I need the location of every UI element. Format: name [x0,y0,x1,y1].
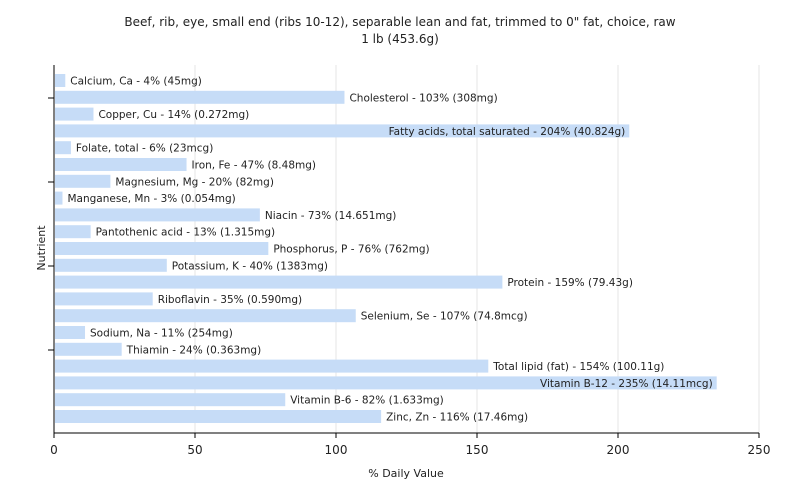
y-axis-title: Nutrient [35,225,48,271]
bar-4 [55,141,71,155]
bar-13 [55,292,153,306]
bar-label-1: Cholesterol - 103% (308mg) [349,92,497,104]
bar-3 [55,124,630,138]
bars [55,74,717,423]
bar-label-19: Vitamin B-6 - 82% (1.633mg) [290,395,444,407]
chart-title: Beef, rib, eye, small end (ribs 10-12), … [124,15,676,29]
bar-1 [55,90,345,104]
bar-6 [55,174,111,188]
bar-20 [55,410,382,423]
bar-18 [55,376,717,390]
x-tick-label-1: 50 [187,443,202,457]
bar-12 [55,275,503,289]
chart-subtitle: 1 lb (453.6g) [361,32,439,46]
bar-label-18: Vitamin B-12 - 235% (14.11mcg) [540,378,713,390]
bar-0 [55,74,66,87]
bar-label-12: Protein - 159% (79.43g) [507,277,633,289]
bar-label-14: Selenium, Se - 107% (74.8mcg) [361,311,528,323]
bar-label-3: Fatty acids, total saturated - 204% (40.… [389,126,626,138]
bar-7 [55,191,63,205]
bar-label-2: Copper, Cu - 14% (0.272mg) [98,109,249,121]
bar-14 [55,309,356,323]
bar-label-15: Sodium, Na - 11% (254mg) [90,328,233,340]
x-tick-label-4: 200 [607,443,630,457]
x-tick-label-2: 100 [325,443,348,457]
bar-2 [55,107,94,121]
bar-8 [55,208,260,222]
bar-label-20: Zinc, Zn - 116% (17.46mg) [386,412,528,424]
bar-9 [55,225,91,239]
bar-15 [55,326,86,339]
bar-16 [55,342,122,356]
bar-label-11: Potassium, K - 40% (1383mg) [172,260,328,272]
bar-label-17: Total lipid (fat) - 154% (100.11g) [492,361,664,373]
x-tick-label-0: 0 [50,443,58,457]
bar-label-0: Calcium, Ca - 4% (45mg) [70,76,202,88]
bar-5 [55,158,187,171]
bar-10 [55,242,269,255]
axes: 0 50 100 150 200 250 [48,65,770,457]
bar-label-9: Pantothenic acid - 13% (1.315mg) [96,227,275,239]
bar-label-7: Manganese, Mn - 3% (0.054mg) [67,193,235,205]
bar-label-10: Phosphorus, P - 76% (762mg) [273,244,429,256]
bar-label-6: Magnesium, Mg - 20% (82mg) [115,176,274,188]
bar-label-8: Niacin - 73% (14.651mg) [265,210,397,222]
bar-11 [55,258,167,272]
x-tick-label-5: 250 [748,443,771,457]
bar-labels: Calcium, Ca - 4% (45mg) Cholesterol - 103… [67,76,712,424]
bar-17 [55,359,489,373]
x-axis-title: % Daily Value [368,467,444,480]
bar-19 [55,393,286,407]
x-tick-label-3: 150 [466,443,489,457]
bar-label-4: Folate, total - 6% (23mcg) [76,143,213,155]
bar-label-16: Thiamin - 24% (0.363mg) [126,344,262,356]
bar-label-13: Riboflavin - 35% (0.590mg) [158,294,302,306]
bar-label-5: Iron, Fe - 47% (8.48mg) [192,160,316,172]
